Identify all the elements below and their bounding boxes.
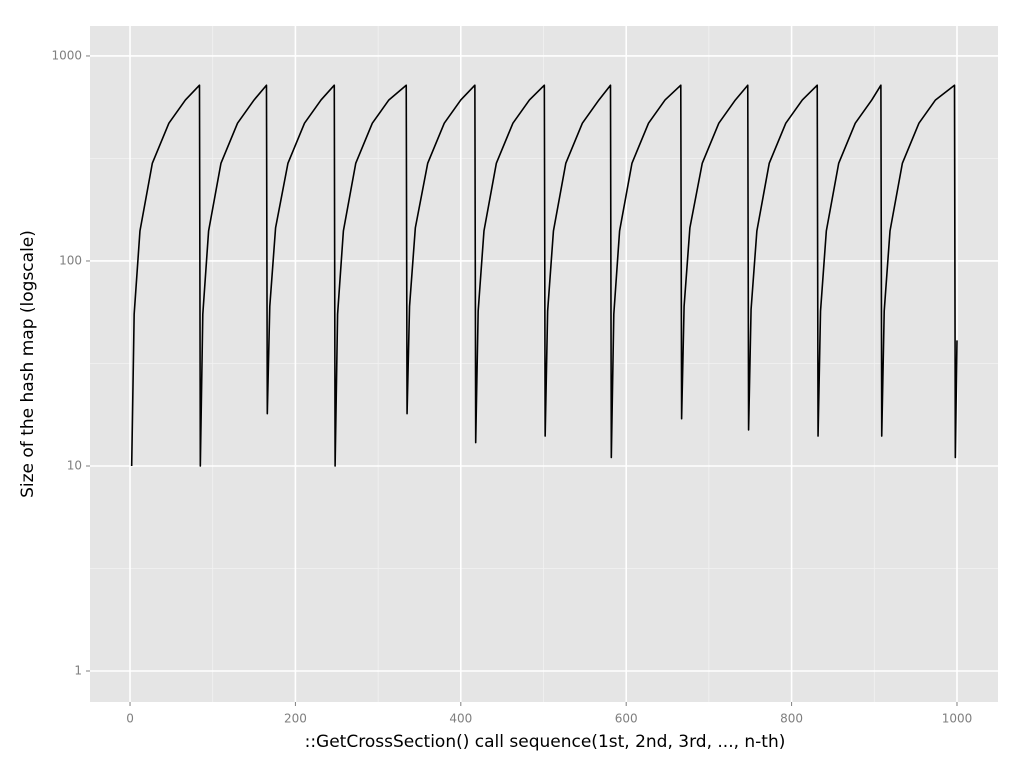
- x-tick-label: 600: [615, 712, 638, 726]
- y-axis-title: Size of the hash map (logscale): [18, 230, 38, 498]
- y-tick-label: 10: [67, 458, 82, 472]
- y-tick-label: 1000: [51, 48, 82, 62]
- x-tick-label: 1000: [942, 712, 973, 726]
- data-line: [130, 84, 958, 467]
- y-tick-label: 100: [59, 253, 82, 267]
- y-tick-label: 1: [74, 664, 82, 678]
- x-axis-title: ::GetCrossSection() call sequence(1st, 2…: [305, 732, 786, 752]
- x-tick-label: 400: [449, 712, 472, 726]
- x-tick-label: 800: [780, 712, 803, 726]
- x-tick-label: 0: [126, 712, 134, 726]
- x-tick-label: 200: [284, 712, 307, 726]
